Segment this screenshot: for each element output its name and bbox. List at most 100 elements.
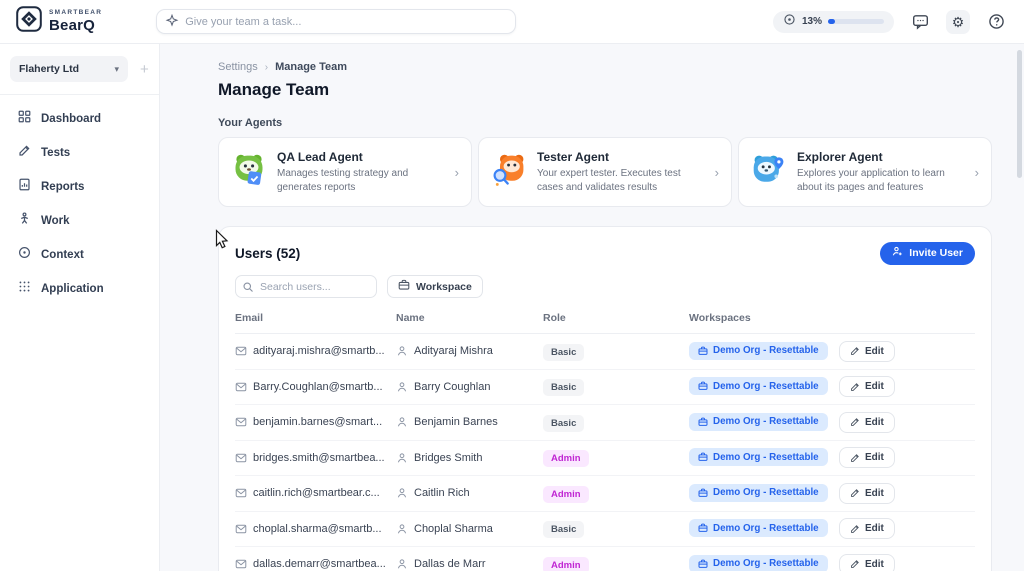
usage-meter[interactable]: 13% xyxy=(772,10,894,33)
user-email: bridges.smith@smartbea... xyxy=(235,452,396,464)
edit-button[interactable]: Edit xyxy=(839,340,895,362)
grid-icon xyxy=(18,110,31,128)
envelope-icon xyxy=(235,453,247,462)
workspace-filter-button[interactable]: Workspace xyxy=(387,275,483,298)
feedback-chat-icon[interactable] xyxy=(908,10,932,34)
pencil-icon xyxy=(851,347,859,356)
pencil-icon xyxy=(851,560,859,569)
users-table: Email Name Role Workspaces adityaraj.mis… xyxy=(235,312,975,571)
breadcrumb-settings[interactable]: Settings xyxy=(218,61,258,73)
sidebar-item-reports[interactable]: Reports xyxy=(0,170,159,204)
sidebar-item-work[interactable]: Work xyxy=(0,204,159,238)
scrollbar-thumb[interactable] xyxy=(1017,50,1022,178)
person-plus-icon xyxy=(892,246,903,260)
edit-button[interactable]: Edit xyxy=(839,447,895,469)
edit-button[interactable]: Edit xyxy=(839,482,895,504)
workspace-chip[interactable]: Demo Org - Resettable xyxy=(689,341,828,360)
sidebar-menu: Dashboard Tests Reports Work Context App… xyxy=(0,95,159,313)
sparkle-icon xyxy=(165,13,179,33)
report-icon xyxy=(18,178,31,196)
add-org-button[interactable]: + xyxy=(140,60,149,78)
table-row: caitlin.rich@smartbear.c... Caitlin Rich… xyxy=(235,476,975,512)
workspace-chip[interactable]: Demo Org - Resettable xyxy=(689,412,828,431)
sidebar: Flaherty Ltd ▾ + Dashboard Tests Reports… xyxy=(0,44,160,571)
workspace-chip[interactable]: Demo Org - Resettable xyxy=(689,519,828,538)
workspace-chip[interactable]: Demo Org - Resettable xyxy=(689,554,828,571)
help-icon[interactable] xyxy=(984,10,1008,34)
edit-button[interactable]: Edit xyxy=(839,376,895,398)
user-email: dallas.demarr@smartbea... xyxy=(235,558,396,570)
user-name: Adityaraj Mishra xyxy=(396,345,543,357)
org-selector[interactable]: Flaherty Ltd ▾ xyxy=(10,56,128,82)
sidebar-item-tests[interactable]: Tests xyxy=(0,136,159,170)
agent-card-explorer[interactable]: Explorer Agent Explores your application… xyxy=(738,137,992,207)
workspace-chip[interactable]: Demo Org - Resettable xyxy=(689,377,828,396)
briefcase-icon xyxy=(698,452,708,462)
agent-name: Explorer Agent xyxy=(797,150,883,164)
users-panel: Users (52) Invite User xyxy=(218,226,992,571)
role-badge: Basic xyxy=(543,379,585,397)
agent-card-tester[interactable]: Tester Agent Your expert tester. Execute… xyxy=(478,137,732,207)
pencil-icon xyxy=(851,453,859,462)
invite-user-button[interactable]: Invite User xyxy=(880,241,975,265)
workspace-chip[interactable]: Demo Org - Resettable xyxy=(689,483,828,502)
user-name: Barry Coughlan xyxy=(396,381,543,393)
table-row: adityaraj.mishra@smartb... Adityaraj Mis… xyxy=(235,334,975,370)
agents-heading: Your Agents xyxy=(218,117,283,129)
brand-logo[interactable]: SMARTBEAR BearQ xyxy=(16,6,102,37)
envelope-icon xyxy=(235,418,247,427)
edit-button[interactable]: Edit xyxy=(839,411,895,433)
role-badge: Admin xyxy=(543,450,589,468)
table-row: benjamin.barnes@smart... Benjamin Barnes… xyxy=(235,405,975,441)
smartbear-logo-icon xyxy=(16,6,42,37)
table-row: bridges.smith@smartbea... Bridges Smith … xyxy=(235,441,975,476)
sidebar-item-dashboard[interactable]: Dashboard xyxy=(0,102,159,136)
briefcase-icon xyxy=(698,417,708,426)
envelope-icon xyxy=(235,560,247,569)
pencil-icon xyxy=(18,144,31,162)
briefcase-icon xyxy=(398,279,410,294)
table-row: choplal.sharma@smartb... Choplal Sharma … xyxy=(235,512,975,547)
topbar: SMARTBEAR BearQ 13% xyxy=(0,0,1024,44)
search-icon xyxy=(242,280,254,298)
user-email: Barry.Coughlan@smartb... xyxy=(235,381,396,393)
brand-smartbear-label: SMARTBEAR xyxy=(49,8,103,16)
envelope-icon xyxy=(235,524,247,533)
search-users-input[interactable] xyxy=(235,275,377,298)
usage-percent: 13% xyxy=(801,16,822,27)
agent-card-qa-lead[interactable]: QA Lead Agent Manages testing strategy a… xyxy=(218,137,472,207)
settings-gear-icon[interactable]: ⚙ xyxy=(946,9,970,34)
breadcrumb-current: Manage Team xyxy=(275,61,348,73)
briefcase-icon xyxy=(698,488,708,497)
target-dot-icon xyxy=(18,246,31,264)
person-icon xyxy=(397,488,407,498)
role-badge: Basic xyxy=(543,343,585,361)
briefcase-icon xyxy=(698,523,708,533)
person-icon xyxy=(397,524,407,534)
explorer-mascot-icon xyxy=(751,152,787,193)
chevron-right-icon: › xyxy=(714,164,719,180)
person-icon xyxy=(397,417,407,427)
briefcase-icon xyxy=(698,559,708,568)
pencil-icon xyxy=(851,524,859,533)
person-icon xyxy=(397,453,407,463)
edit-button[interactable]: Edit xyxy=(839,518,895,540)
edit-button[interactable]: Edit xyxy=(839,553,895,571)
sidebar-item-application[interactable]: Application xyxy=(0,272,159,306)
dots-grid-icon xyxy=(18,280,31,298)
user-name: Benjamin Barnes xyxy=(396,416,543,428)
user-email: choplal.sharma@smartb... xyxy=(235,523,396,535)
user-email: adityaraj.mishra@smartb... xyxy=(235,345,396,357)
agent-description: Manages testing strategy and generates r… xyxy=(277,168,409,193)
agent-name: QA Lead Agent xyxy=(277,150,363,164)
table-row: dallas.demarr@smartbea... Dallas de Marr… xyxy=(235,547,975,571)
person-icon xyxy=(397,346,407,356)
sidebar-item-context[interactable]: Context xyxy=(0,238,159,272)
agent-cards: QA Lead Agent Manages testing strategy a… xyxy=(218,137,992,207)
users-heading: Users (52) xyxy=(235,245,301,261)
col-email: Email xyxy=(235,312,264,324)
briefcase-icon xyxy=(698,381,708,391)
task-input[interactable] xyxy=(156,9,517,34)
workspace-chip[interactable]: Demo Org - Resettable xyxy=(689,448,828,467)
